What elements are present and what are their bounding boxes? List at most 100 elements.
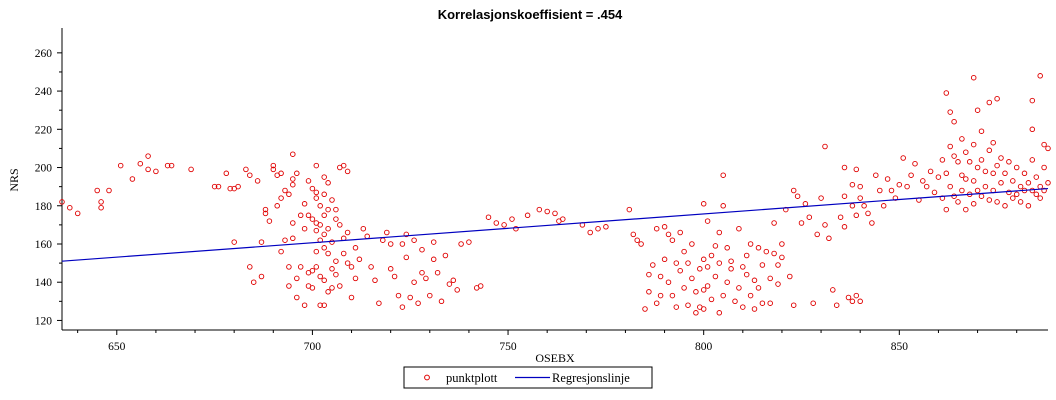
data-point [685,302,691,308]
data-point [669,292,676,299]
data-point [943,170,950,177]
data-point [775,262,781,268]
data-point [767,275,773,282]
data-point [325,250,331,257]
data-point [963,206,969,213]
data-point [458,241,464,247]
data-point [278,170,284,177]
data-point [818,195,824,201]
data-point [145,166,151,173]
data-point [1037,183,1043,190]
data-point [841,193,848,199]
data-point [247,264,253,270]
data-point [301,225,308,232]
data-point [282,237,288,243]
data-point [978,128,985,134]
data-point [853,212,860,219]
data-point [661,224,668,230]
data-point [290,235,296,242]
y-tick-label: 120 [35,315,53,327]
data-point [309,216,316,222]
data-point [258,239,265,245]
data-point [317,273,323,280]
data-point [833,302,840,308]
data-point [912,160,918,167]
data-point [309,185,316,192]
data-point [865,210,871,217]
data-point [454,287,460,293]
data-point [779,241,785,247]
data-point [955,199,961,205]
data-point [1025,180,1032,186]
data-point [286,191,292,198]
regression-line-group [61,187,1049,262]
data-point [270,162,277,169]
data-point [317,302,323,308]
data-point [755,285,762,291]
data-point [411,237,417,243]
data-point [1029,157,1036,163]
data-point [732,298,738,305]
data-point [329,266,335,272]
data-point [857,195,863,201]
data-point [747,292,754,299]
data-point [990,170,996,177]
data-point [446,281,453,287]
data-point [297,212,304,219]
regression-line [61,187,1049,262]
data-point [317,222,323,228]
data-point [321,191,327,198]
data-point [923,183,930,190]
data-point [305,178,312,184]
data-point [853,292,860,299]
data-point [720,172,726,178]
data-point [427,292,433,299]
plot-area [61,28,1048,331]
data-point [1029,187,1036,194]
data-point [1045,180,1051,186]
data-point [1002,203,1008,209]
data-point [884,176,891,182]
data-point [419,246,425,253]
legend-marker-icon [424,374,430,381]
data-point [477,283,484,289]
data-point [129,176,136,182]
data-point [873,172,879,178]
data-point [951,153,957,159]
data-point [693,310,699,316]
y-axis-label: NRS [7,168,21,191]
legend: punktplott Regresjonslinje [403,366,653,389]
data-point [700,306,707,312]
data-point [759,300,766,306]
data-point [262,210,269,217]
data-point [1033,174,1040,180]
data-point [1013,191,1020,198]
data-point [900,155,906,161]
data-point [959,136,965,142]
data-point [673,260,680,266]
data-point [720,203,726,209]
y-tick-label: 260 [35,48,53,60]
data-point [493,220,500,226]
data-point [700,201,707,207]
data-point [321,245,327,251]
data-point [333,206,339,213]
data-point [677,229,683,236]
data-point [1010,195,1016,201]
data-point [524,212,531,219]
data-point [387,241,394,247]
x-tick-label: 650 [108,341,126,353]
data-point [927,168,934,175]
data-point [857,298,863,305]
data-point [986,197,993,203]
data-point [790,302,797,308]
data-point [466,239,472,245]
data-point [947,109,953,115]
data-point [982,168,989,175]
data-point [168,162,175,169]
data-point [849,298,856,305]
data-point [728,266,734,272]
data-point [94,187,100,194]
data-point [384,229,390,236]
data-point [137,160,144,167]
